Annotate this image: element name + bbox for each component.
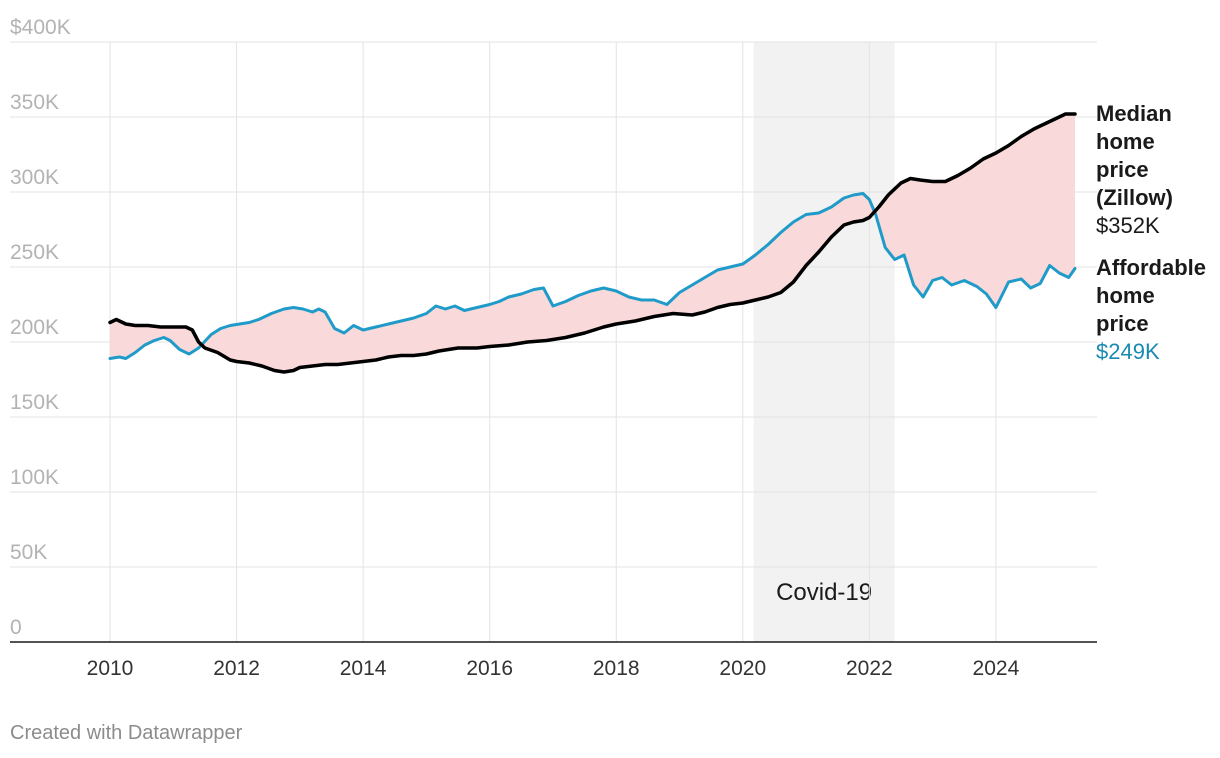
affordable-price-line bbox=[108, 192, 1077, 360]
y-tick-label: 150K bbox=[10, 391, 59, 414]
gap-fill-area bbox=[110, 114, 1075, 372]
affordable-price-label-line: Affordable bbox=[1096, 255, 1206, 280]
median-price-label-line: home bbox=[1096, 129, 1155, 154]
y-tick-label: 50K bbox=[10, 541, 47, 564]
series-end-labels: Median home price (Zillow) $352K Affordable ho… bbox=[1096, 101, 1206, 364]
y-tick-label: $400K bbox=[10, 16, 71, 39]
shaded-region-label: Covid-19 bbox=[776, 579, 872, 606]
series-lines bbox=[108, 112, 1077, 374]
y-tick-label: 250K bbox=[10, 241, 59, 264]
median-price-label-line: Median bbox=[1096, 101, 1172, 126]
median-price-label-line: price bbox=[1096, 157, 1149, 182]
y-tick-label: 200K bbox=[10, 316, 59, 339]
x-tick-label: 2010 bbox=[87, 657, 134, 680]
axes: 2010 2012 2014 2016 2018 2020 2022 2024 bbox=[10, 641, 1097, 680]
median-price-label-line: (Zillow) bbox=[1096, 185, 1173, 210]
y-tick-label: 300K bbox=[10, 166, 59, 189]
median-price-line bbox=[108, 112, 1077, 374]
x-tick-label: 2012 bbox=[213, 657, 260, 680]
gap-fill-path bbox=[110, 114, 1075, 372]
x-tick-label: 2022 bbox=[846, 657, 893, 680]
x-tick-label: 2014 bbox=[340, 657, 387, 680]
x-tick-label: 2020 bbox=[719, 657, 766, 680]
x-tick-label: 2016 bbox=[466, 657, 513, 680]
gridlines: $400K 350K 300K 250K 200K 150K 100K 50K 0 bbox=[10, 16, 1097, 642]
affordable-price-label-line: price bbox=[1096, 311, 1149, 336]
y-tick-label: 100K bbox=[10, 466, 59, 489]
affordable-price-end-value: $249K bbox=[1096, 339, 1160, 364]
x-tick-label: 2018 bbox=[593, 657, 640, 680]
y-tick-label: 0 bbox=[10, 616, 22, 639]
affordable-price-label-line: home bbox=[1096, 283, 1155, 308]
y-tick-label: 350K bbox=[10, 91, 59, 114]
median-price-end-value: $352K bbox=[1096, 213, 1160, 238]
x-tick-label: 2024 bbox=[973, 657, 1020, 680]
credit-text: Created with Datawrapper bbox=[10, 722, 243, 744]
